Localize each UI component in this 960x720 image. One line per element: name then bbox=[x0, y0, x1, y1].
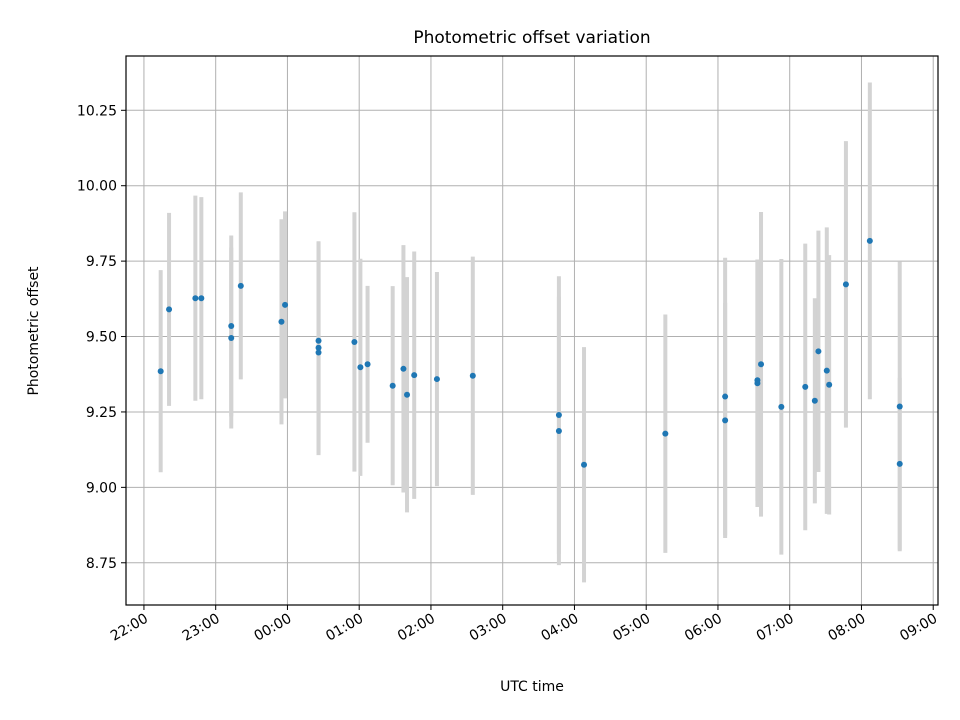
y-tick-label: 10.00 bbox=[77, 179, 117, 195]
x-tick-label: 23:00 bbox=[180, 611, 223, 645]
data-point bbox=[315, 349, 322, 356]
data-point bbox=[811, 397, 818, 404]
data-point bbox=[400, 365, 407, 372]
data-point bbox=[896, 403, 903, 410]
data-point bbox=[166, 306, 173, 313]
x-tick-label: 06:00 bbox=[682, 611, 725, 645]
data-point bbox=[555, 411, 562, 418]
data-points bbox=[157, 237, 903, 468]
data-point bbox=[823, 367, 830, 374]
data-point bbox=[842, 281, 849, 288]
x-tick-label: 22:00 bbox=[108, 611, 151, 645]
data-point bbox=[282, 301, 289, 308]
y-tick-label: 9.75 bbox=[86, 254, 117, 270]
data-point bbox=[411, 372, 418, 379]
data-point bbox=[802, 383, 809, 390]
x-tick-label: 04:00 bbox=[539, 611, 582, 645]
x-tick-label: 00:00 bbox=[251, 611, 294, 645]
y-axis: 8.75 9.00 9.25 9.50 9.75 10.00 10.25 bbox=[77, 103, 126, 572]
error-bars bbox=[158, 82, 902, 583]
x-tick-label: 01:00 bbox=[323, 611, 366, 645]
x-tick-label: 07:00 bbox=[754, 611, 797, 645]
data-point bbox=[722, 393, 729, 400]
data-point bbox=[228, 335, 235, 342]
data-point bbox=[364, 361, 371, 368]
data-point bbox=[778, 403, 785, 410]
y-tick-label: 8.75 bbox=[86, 556, 117, 572]
data-point bbox=[866, 237, 873, 244]
data-point bbox=[389, 382, 396, 389]
x-tick-label: 02:00 bbox=[395, 611, 438, 645]
grid bbox=[126, 56, 938, 605]
data-point bbox=[198, 295, 205, 302]
data-point bbox=[315, 337, 322, 344]
data-point bbox=[157, 368, 164, 375]
data-point bbox=[896, 460, 903, 467]
data-point bbox=[351, 338, 358, 345]
plot-frame bbox=[125, 55, 939, 606]
data-point bbox=[754, 377, 761, 384]
data-point bbox=[315, 344, 322, 351]
data-point bbox=[278, 318, 285, 325]
data-point bbox=[404, 391, 411, 398]
data-point bbox=[581, 461, 588, 468]
y-tick-label: 10.25 bbox=[77, 103, 117, 119]
y-axis-label: Photometric offset bbox=[26, 266, 42, 396]
x-tick-label: 09:00 bbox=[897, 611, 940, 645]
data-point bbox=[555, 427, 562, 434]
data-point bbox=[722, 417, 729, 424]
data-point bbox=[469, 372, 476, 379]
x-tick-label: 08:00 bbox=[826, 611, 869, 645]
data-point bbox=[192, 295, 199, 302]
x-axis: 22:00 23:00 00:00 01:00 02:00 03:00 04:00 05:00… bbox=[108, 605, 940, 645]
x-tick-label: 03:00 bbox=[467, 611, 510, 645]
data-point bbox=[662, 430, 669, 437]
data-point bbox=[758, 361, 765, 368]
data-point bbox=[815, 348, 822, 355]
data-point bbox=[237, 282, 244, 289]
y-tick-label: 9.00 bbox=[86, 480, 117, 496]
chart-title: Photometric offset variation bbox=[413, 28, 650, 48]
data-point bbox=[433, 376, 440, 383]
x-axis-label: UTC time bbox=[500, 679, 564, 695]
x-tick-label: 05:00 bbox=[610, 611, 653, 645]
data-point bbox=[228, 322, 235, 329]
y-tick-label: 9.25 bbox=[86, 405, 117, 421]
data-point bbox=[357, 364, 364, 371]
y-tick-label: 9.50 bbox=[86, 330, 117, 346]
data-point bbox=[826, 381, 833, 388]
